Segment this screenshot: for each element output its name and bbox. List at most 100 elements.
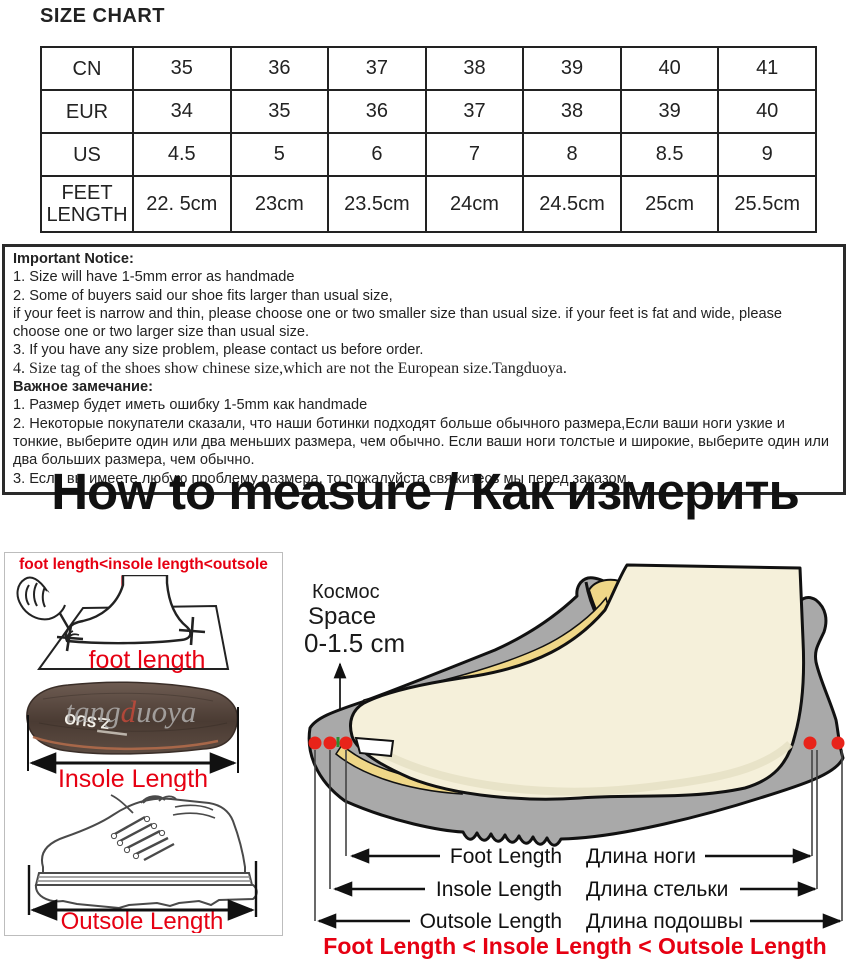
boot-outsole bbox=[34, 884, 258, 910]
foot-tracing-illustration: foot length bbox=[16, 575, 230, 674]
toenail bbox=[354, 736, 395, 758]
space-label-ru: Космос bbox=[312, 581, 380, 603]
table-cell: 8.5 bbox=[619, 132, 720, 177]
midsole-stripes bbox=[37, 876, 251, 882]
heel-mark-cross bbox=[178, 616, 206, 646]
measure-examples-panel: foot length<insole length<outsole length… bbox=[4, 552, 283, 936]
notice-line: 2. Some of buyers said our shoe fits lar… bbox=[13, 287, 393, 304]
notice-title-ru: Важное замечание: bbox=[13, 379, 153, 396]
hand-sketch bbox=[16, 576, 66, 621]
row-label-cn: CN bbox=[40, 46, 134, 91]
foot-length-row-ru: Длина ноги bbox=[586, 845, 696, 868]
table-cell: 5 bbox=[229, 132, 330, 177]
important-notice-box: Important Notice: 1. Size will have 1-5m… bbox=[2, 244, 846, 495]
foot-shape bbox=[349, 563, 806, 801]
foot-sole-shading bbox=[367, 741, 793, 796]
outsole-length-row-ru: Длина подошвы bbox=[586, 910, 743, 933]
row-label-eur: EUR bbox=[40, 89, 134, 134]
insole-length-row-en: Insole Length bbox=[436, 878, 562, 901]
boot-illustration: Outsole Length bbox=[27, 794, 258, 933]
insole-length-row-ru: Длина стельки bbox=[586, 878, 728, 901]
outsole-length-row-en: Outsole Length bbox=[420, 910, 562, 933]
table-cell: 34 bbox=[132, 89, 232, 134]
boot-midsole bbox=[34, 872, 254, 886]
foot-outline bbox=[64, 575, 192, 645]
measure-dot bbox=[308, 736, 322, 750]
watermark-text: tangduoya bbox=[66, 694, 197, 729]
space-range-label: 0-1.5 cm bbox=[304, 628, 405, 658]
table-row: CN 35 36 37 38 39 40 41 bbox=[40, 46, 817, 91]
eyelet bbox=[150, 822, 158, 830]
notice-title-en: Important Notice: bbox=[13, 251, 134, 267]
table-cell: 23.5cm bbox=[327, 175, 427, 233]
notice-line: 3. If you have any size problem, please … bbox=[13, 342, 424, 359]
lace-bow bbox=[110, 794, 178, 814]
eyelet bbox=[158, 829, 166, 837]
table-cell: 39 bbox=[522, 46, 622, 91]
table-cell: 35 bbox=[132, 46, 232, 91]
table-row: FEET LENGTH 22. 5cm 23cm 23.5cm 24cm 24.… bbox=[40, 175, 817, 233]
shoe-cross-section-diagram: Космос Space 0-1.5 cm Foot Length Длина … bbox=[304, 563, 845, 959]
size-table: CN 35 36 37 38 39 40 41 EUR 34 35 36 37 … bbox=[40, 46, 817, 233]
table-cell: 8 bbox=[522, 132, 622, 177]
table-cell: 37 bbox=[424, 89, 525, 134]
table-cell: 36 bbox=[229, 46, 330, 91]
eyelet bbox=[110, 832, 118, 840]
measure-heading: How to measure / Как измерить bbox=[51, 463, 800, 520]
table-row: US 4.5 5 6 7 8 8.5 9 bbox=[40, 132, 817, 177]
table-row: EUR 34 35 36 37 38 39 40 bbox=[40, 89, 817, 134]
table-cell: 39 bbox=[619, 89, 720, 134]
toe-mark-cross bbox=[56, 624, 84, 652]
insole-brand-subline bbox=[96, 729, 128, 736]
table-cell: 40 bbox=[717, 89, 817, 134]
insole-brand-logo: Z.SUO bbox=[63, 709, 111, 731]
measure-dot bbox=[803, 736, 817, 750]
insole-illustration: Z.SUO tangduoya Insole Length bbox=[26, 681, 239, 791]
length-rule-footer: Foot Length < Insole Length < Outsole Le… bbox=[323, 933, 826, 959]
page-title: SIZE CHART bbox=[40, 5, 165, 27]
eyelet bbox=[116, 839, 124, 847]
table-cell: 38 bbox=[522, 89, 622, 134]
table-cell: 23cm bbox=[229, 175, 330, 233]
notice-line-serif: 4. Size tag of the shoes show chinese si… bbox=[13, 359, 567, 377]
table-cell: 24cm bbox=[424, 175, 525, 233]
boot-collar bbox=[172, 804, 216, 819]
eyelet bbox=[123, 846, 131, 854]
row-label-feet-length: FEET LENGTH bbox=[40, 175, 134, 233]
foot-length-label: foot length bbox=[89, 646, 206, 674]
outsole-length-label: Outsole Length bbox=[61, 908, 224, 933]
insole-texture bbox=[38, 692, 228, 732]
table-cell: 40 bbox=[619, 46, 720, 91]
table-cell: 6 bbox=[327, 132, 427, 177]
measure-dot bbox=[323, 736, 337, 750]
measure-dot bbox=[831, 736, 845, 750]
table-cell: 37 bbox=[327, 46, 427, 91]
notice-line: 1. Размер будет иметь ошибку 1-5mm как h… bbox=[13, 397, 368, 414]
notice-line: 3. Если вы имеете любую проблему размера… bbox=[13, 470, 631, 487]
foot-length-row-en: Foot Length bbox=[450, 845, 562, 868]
table-cell: 38 bbox=[424, 46, 525, 91]
boot-laces bbox=[112, 815, 175, 862]
notice-line: if your feet is narrow and thin, please … bbox=[13, 305, 783, 341]
table-cell: 35 bbox=[229, 89, 330, 134]
table-cell: 22. 5cm bbox=[132, 175, 232, 233]
row-label-us: US bbox=[40, 132, 134, 177]
notice-line: 1. Size will have 1-5mm error as handmad… bbox=[13, 269, 295, 286]
table-cell: 9 bbox=[717, 132, 817, 177]
eyelet bbox=[143, 815, 151, 823]
boot-upper bbox=[41, 797, 246, 874]
table-cell: 7 bbox=[424, 132, 525, 177]
insole-length-label: Insole Length bbox=[58, 765, 208, 791]
measure-dot bbox=[339, 736, 353, 750]
table-cell: 41 bbox=[717, 46, 817, 91]
table-cell: 36 bbox=[327, 89, 427, 134]
space-label-en: Space bbox=[308, 603, 376, 630]
insole-edge-rim bbox=[32, 735, 219, 751]
table-cell: 24.5cm bbox=[522, 175, 622, 233]
eyelet bbox=[132, 852, 140, 860]
table-cell: 25.5cm bbox=[717, 175, 817, 233]
notice-line: 2. Некоторые покупатели сказали, что наш… bbox=[13, 415, 829, 469]
table-cell: 25cm bbox=[619, 175, 720, 233]
table-cell: 4.5 bbox=[132, 132, 232, 177]
